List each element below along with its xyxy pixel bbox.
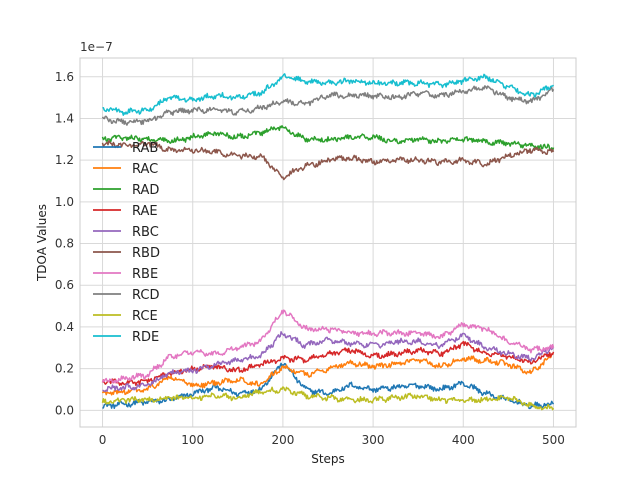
y-tick-label: 0.2 — [55, 362, 74, 376]
y-tick-label: 0.6 — [55, 278, 74, 292]
legend-label-rbc: RBC — [132, 225, 159, 240]
series-line-rac — [101, 352, 554, 396]
legend-label-rbd: RBD — [132, 246, 160, 261]
x-tick-label: 500 — [542, 433, 565, 447]
y-tick-label: 1.2 — [55, 153, 74, 167]
series-layer — [101, 73, 555, 411]
x-tick-label: 200 — [271, 433, 294, 447]
series-line-rad — [101, 125, 555, 152]
y-axis-ticks: 0.0 0.2 0.4 0.6 0.8 1.0 1.2 1.4 1.6 — [55, 70, 74, 418]
y-tick-label: 0.0 — [55, 403, 74, 417]
series-line-rbe — [101, 309, 555, 384]
legend-label-rad: RAD — [132, 183, 159, 198]
x-tick-label: 300 — [362, 433, 385, 447]
x-axis-label: Steps — [311, 452, 345, 466]
y-tick-label: 0.8 — [55, 237, 74, 251]
grid — [80, 58, 576, 427]
legend-label-rae: RAE — [132, 204, 158, 219]
series-line-rde — [102, 73, 555, 116]
series-line-rce — [101, 386, 555, 411]
y-tick-label: 0.4 — [55, 320, 74, 334]
series-line-rbd — [101, 140, 555, 181]
y-tick-label: 1.6 — [55, 70, 74, 84]
y-tick-label: 1.4 — [55, 111, 74, 125]
series-line-rcd — [101, 85, 555, 126]
series-line-rbc — [102, 331, 554, 393]
legend-label-rce: RCE — [132, 309, 158, 324]
x-tick-label: 100 — [181, 433, 204, 447]
legend-label-rde: RDE — [132, 330, 159, 345]
plot-frame — [79, 57, 577, 428]
x-tick-label: 400 — [452, 433, 475, 447]
legend: RAB RAC RAD RAE RBC RBD RBE RCD RCE RDE — [93, 141, 160, 345]
y-scale-label: 1e−7 — [80, 40, 113, 54]
y-axis-label: TDOA Values — [35, 204, 49, 282]
x-axis-ticks: 0 100 200 300 400 500 — [99, 433, 565, 447]
legend-label-rbe: RBE — [132, 267, 158, 282]
legend-label-rab: RAB — [132, 141, 158, 156]
y-tick-label: 1.0 — [55, 195, 74, 209]
legend-label-rcd: RCD — [132, 288, 159, 303]
x-tick-label: 0 — [99, 433, 107, 447]
legend-label-rac: RAC — [132, 162, 158, 177]
